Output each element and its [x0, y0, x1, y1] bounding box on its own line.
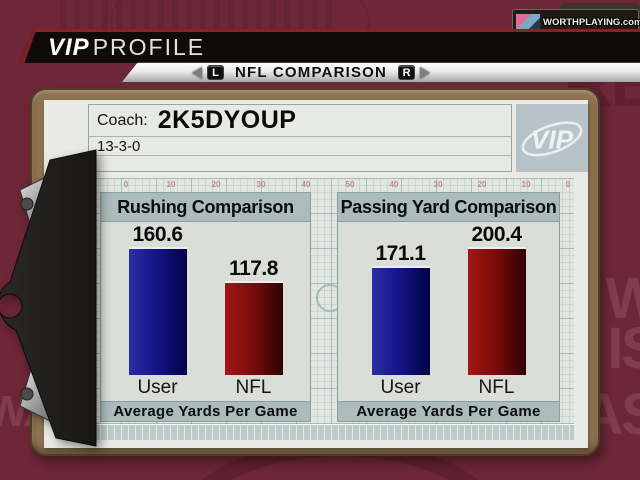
next-tab-arrow-icon[interactable] — [420, 66, 431, 79]
user-bar — [128, 247, 187, 375]
yard-marker: 20 — [477, 180, 487, 189]
chart-axis-caption: Average Yards Per Game — [101, 401, 310, 421]
nfl-category-label: NFL — [478, 377, 515, 398]
clip-screw — [20, 387, 34, 401]
current-tab-label: NFL COMPARISON — [235, 64, 388, 81]
yard-marker: 0 — [565, 180, 571, 189]
previous-tab-arrow-icon[interactable] — [192, 66, 202, 79]
user-category-label: User — [137, 377, 178, 398]
chart-axis-caption: Average Yards Per Game — [338, 401, 559, 421]
passing-yard-comparison-chart: Passing Yard Comparison 171.1 User 200.4… — [337, 192, 560, 422]
nfl-bar-group: 200.4 NFL — [467, 222, 526, 401]
coach-record-row: 13-3-0 — [89, 137, 511, 156]
left-shoulder-button[interactable]: L — [207, 65, 224, 80]
clip-screw — [20, 197, 34, 211]
vip-logo-text: VIP — [531, 125, 574, 155]
user-bar-group: 171.1 User — [371, 222, 430, 401]
user-category-label: User — [380, 377, 421, 398]
chart-title: Rushing Comparison — [101, 193, 310, 222]
coach-info-box: Coach: 2K5DYOUP 13-3-0 — [88, 104, 512, 172]
vip-badge: VIP — [516, 104, 588, 172]
coach-name: 2K5DYOUP — [157, 106, 297, 134]
nfl-bar-value: 200.4 — [471, 223, 522, 246]
chart-plot-area: 171.1 User 200.4 NFL — [338, 222, 559, 401]
user-bar-value: 160.6 — [132, 223, 183, 246]
page-title-vip: VIP — [48, 33, 90, 61]
right-shoulder-button[interactable]: R — [398, 65, 416, 80]
yard-marker: 10 — [166, 180, 176, 189]
user-bar-group: 160.6 User — [128, 222, 187, 401]
coach-record: 13-3-0 — [97, 137, 141, 155]
yard-marker: 20 — [211, 180, 221, 189]
background-watermark-letters: IS — [607, 316, 640, 381]
nfl-bar-value: 117.8 — [229, 257, 278, 280]
rushing-comparison-chart: Rushing Comparison 160.6 User 117.8 NFL … — [100, 192, 311, 422]
nfl-bar — [467, 247, 526, 375]
page-title-bar: VIP PROFILE — [18, 29, 640, 63]
field-bottom-ruler-band — [86, 424, 574, 440]
worthplaying-watermark-text: WORTHPLAYING.com — [543, 17, 640, 28]
yard-marker: 40 — [389, 180, 399, 189]
clip-body — [0, 149, 97, 447]
tab-strip: L NFL COMPARISON R — [122, 62, 640, 82]
page-title-profile: PROFILE — [92, 34, 206, 60]
nfl-bar — [224, 281, 283, 375]
yard-marker: 10 — [521, 180, 531, 189]
coach-name-row: Coach: 2K5DYOUP — [89, 105, 511, 137]
yard-marker: 0 — [123, 180, 129, 189]
coach-label: Coach: — [97, 111, 148, 129]
background-watermark-letters: W — [605, 266, 640, 331]
chart-plot-area: 160.6 User 117.8 NFL — [101, 222, 310, 401]
chart-title: Passing Yard Comparison — [338, 193, 559, 222]
yard-marker: 40 — [301, 180, 311, 189]
yard-marker: 30 — [256, 180, 266, 189]
nfl-category-label: NFL — [235, 377, 272, 398]
clipboard-clip — [0, 149, 97, 447]
user-bar — [371, 266, 430, 375]
yard-marker: 50 — [345, 180, 355, 189]
nfl-bar-group: 117.8 NFL — [224, 222, 283, 401]
yard-marker: 30 — [433, 180, 443, 189]
vip-logo-icon: VIP — [521, 121, 583, 157]
tab-selector: L NFL COMPARISON R — [192, 64, 431, 81]
user-bar-value: 171.1 — [375, 242, 426, 265]
